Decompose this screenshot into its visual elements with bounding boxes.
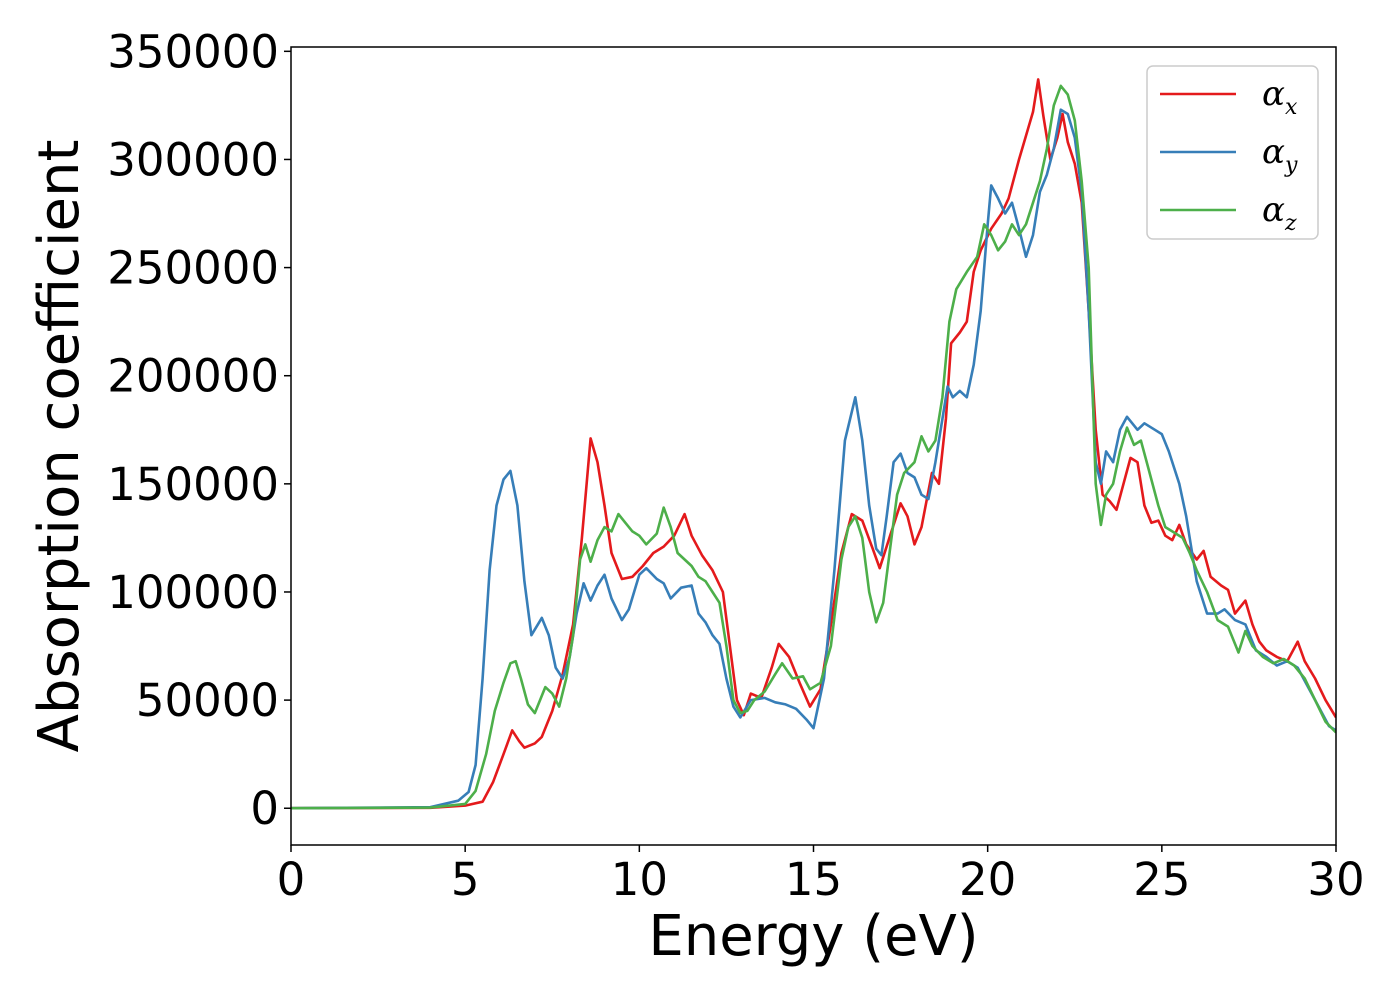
y-tick-label: 200000: [107, 350, 279, 403]
x-tick-label: 20: [959, 853, 1016, 906]
y-axis-ticks: 0 50000 100000 150000 200000 250000 300000 3500…: [107, 25, 291, 835]
x-axis-ticks: 0 5 10 15 20 25 30: [277, 845, 1365, 906]
x-axis-title: Energy (eV): [648, 904, 978, 969]
y-tick-label: 100000: [107, 566, 279, 619]
series-layer: [291, 78, 1336, 810]
x-tick-label: 15: [785, 853, 842, 906]
legend: αx αy αz: [1146, 65, 1319, 240]
legend-label-x: αx: [1262, 74, 1298, 120]
legend-label-y: αy: [1262, 132, 1298, 178]
x-tick-label: 30: [1307, 853, 1364, 906]
y-axis-title: Absorption coefficient: [27, 140, 92, 753]
legend-label-z: αz: [1262, 190, 1297, 236]
x-tick-label: 5: [451, 853, 480, 906]
x-tick-label: 25: [1133, 853, 1190, 906]
x-tick-label: 0: [277, 853, 306, 906]
y-tick-label: 250000: [107, 242, 279, 295]
series-line-y: [291, 108, 1336, 810]
y-tick-label: 300000: [107, 133, 279, 186]
x-tick-label: 10: [611, 853, 668, 906]
y-tick-label: 350000: [107, 25, 279, 78]
series-line-z: [291, 84, 1336, 810]
y-tick-label: 150000: [107, 458, 279, 511]
y-tick-label: 50000: [136, 674, 279, 727]
y-tick-label: 0: [250, 782, 279, 835]
